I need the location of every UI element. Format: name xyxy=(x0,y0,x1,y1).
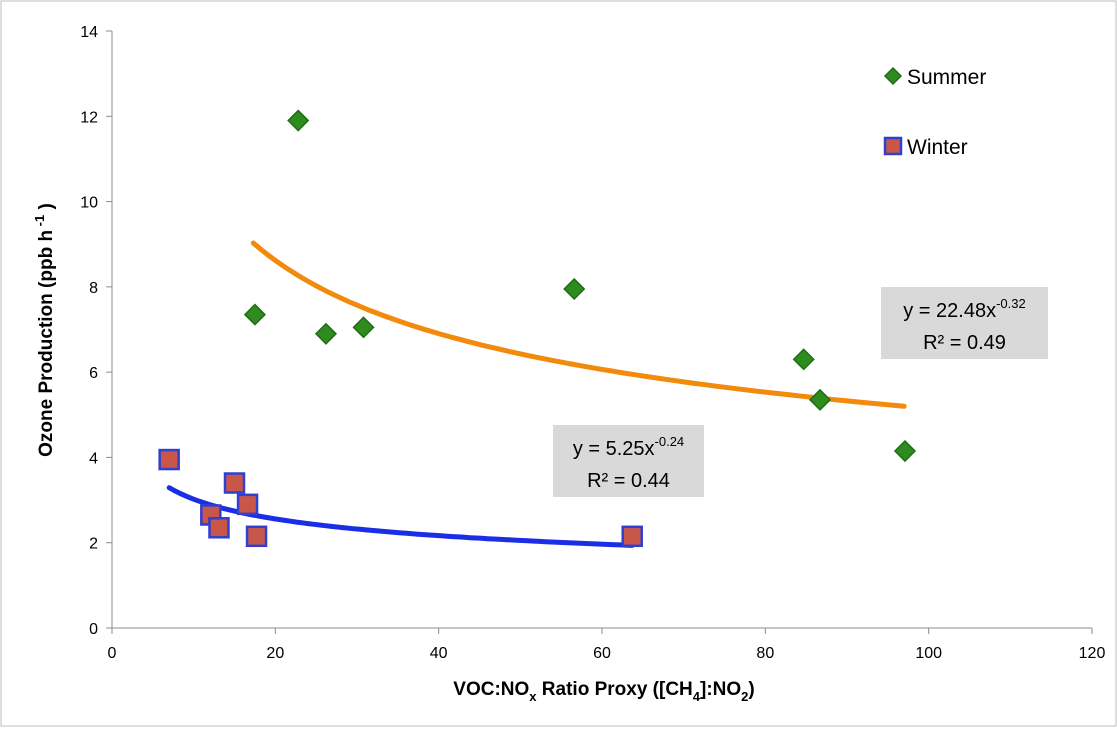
y-tick-label: 12 xyxy=(80,109,98,126)
summer-equation-box xyxy=(881,287,1048,359)
x-tick-label: 20 xyxy=(266,645,284,662)
x-tick-label: 40 xyxy=(430,645,448,662)
x-tick-label: 0 xyxy=(108,645,117,662)
x-tick-label: 60 xyxy=(593,645,611,662)
winter-point xyxy=(223,472,246,494)
winter-point xyxy=(621,525,643,548)
y-tick-label: 4 xyxy=(89,450,98,467)
y-axis-label: Ozone Production (ppb h -1 ) xyxy=(32,203,57,457)
summer-point xyxy=(352,316,375,339)
summer-point xyxy=(314,322,338,345)
summer-trendline xyxy=(250,240,907,409)
legend-winter-label: Winter xyxy=(907,136,968,159)
y-tick-label: 10 xyxy=(80,195,98,212)
x-tick-label: 80 xyxy=(756,645,774,662)
legend: Summer Winter xyxy=(883,66,986,159)
summer-point xyxy=(792,348,815,371)
summer-equation: y = 22.48x-0.32 xyxy=(903,296,1025,322)
x-tick-label: 120 xyxy=(1079,645,1106,662)
winter-equation: y = 5.25x-0.24 xyxy=(573,434,684,460)
legend-winter-marker xyxy=(883,136,903,156)
axes: 0 2 4 6 8 10 12 14 0 20 40 60 80 100 120 xyxy=(80,24,1105,662)
y-tick-label: 14 xyxy=(80,24,98,41)
y-tick-label: 2 xyxy=(89,536,98,553)
winter-equation-box xyxy=(553,425,704,497)
legend-summer-marker xyxy=(883,66,903,86)
summer-point xyxy=(808,388,832,411)
x-tick-label: 100 xyxy=(915,645,942,662)
winter-r-squared: R² = 0.44 xyxy=(587,470,670,492)
y-tick-label: 0 xyxy=(89,621,98,638)
winter-point xyxy=(208,517,230,539)
trendline-equations: y = 22.48x-0.32 R² = 0.49 y = 5.25x-0.24 R²… xyxy=(553,287,1048,497)
y-tick-label: 6 xyxy=(89,365,98,382)
data-points xyxy=(158,109,917,548)
summer-point xyxy=(243,303,266,326)
summer-point xyxy=(563,277,586,301)
legend-summer-label: Summer xyxy=(907,66,986,89)
winter-point xyxy=(236,493,259,516)
winter-point xyxy=(158,448,180,471)
summer-point xyxy=(893,439,917,463)
summer-point xyxy=(287,109,310,132)
x-axis-label: VOC:NOx Ratio Proxy ([CH4]:NO2) xyxy=(453,679,754,704)
winter-point xyxy=(245,525,268,548)
summer-r-squared: R² = 0.49 xyxy=(923,332,1006,354)
y-tick-label: 8 xyxy=(89,280,98,297)
